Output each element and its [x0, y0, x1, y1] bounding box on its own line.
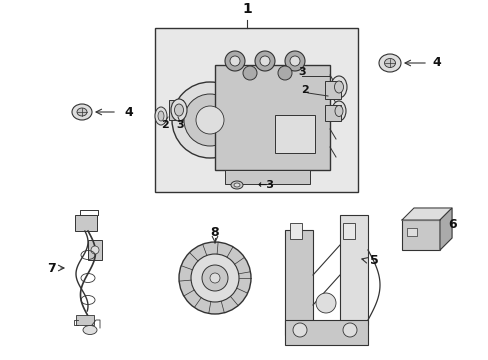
Circle shape: [292, 323, 306, 337]
Text: 8: 8: [210, 225, 219, 238]
Circle shape: [229, 56, 240, 66]
Circle shape: [285, 51, 305, 71]
Bar: [342, 223, 354, 239]
Bar: [274, 115, 314, 153]
Text: 1: 1: [242, 2, 251, 16]
Circle shape: [260, 56, 269, 66]
Bar: [75, 215, 97, 231]
Text: 3: 3: [176, 120, 183, 130]
Ellipse shape: [83, 325, 97, 334]
Circle shape: [224, 51, 244, 71]
Ellipse shape: [155, 107, 167, 125]
Bar: [169, 100, 183, 120]
Circle shape: [196, 106, 224, 134]
Circle shape: [191, 254, 239, 302]
Ellipse shape: [174, 104, 183, 116]
Text: ←3: ←3: [257, 180, 273, 190]
Circle shape: [91, 246, 99, 254]
Ellipse shape: [171, 99, 186, 121]
Text: 7: 7: [47, 261, 56, 274]
Circle shape: [315, 293, 335, 313]
Circle shape: [202, 265, 227, 291]
Bar: [406, 228, 416, 236]
Bar: [155, 28, 357, 192]
Ellipse shape: [72, 104, 92, 120]
Text: 6: 6: [447, 217, 456, 230]
Bar: [285, 230, 312, 335]
Text: 4: 4: [431, 57, 440, 69]
Circle shape: [243, 66, 257, 80]
Ellipse shape: [331, 101, 346, 121]
Ellipse shape: [378, 54, 400, 72]
Bar: [289, 223, 302, 239]
Circle shape: [183, 94, 236, 146]
Ellipse shape: [77, 108, 87, 116]
Text: 4: 4: [124, 105, 132, 118]
Ellipse shape: [230, 181, 243, 189]
Circle shape: [254, 51, 274, 71]
Ellipse shape: [334, 81, 343, 93]
Bar: [339, 215, 367, 325]
Circle shape: [209, 273, 220, 283]
Bar: [88, 240, 102, 260]
Ellipse shape: [234, 183, 240, 187]
Polygon shape: [439, 208, 451, 250]
Circle shape: [278, 66, 291, 80]
Bar: [401, 220, 439, 250]
Circle shape: [342, 323, 356, 337]
Bar: [325, 105, 340, 121]
Bar: [224, 170, 309, 184]
Text: 2: 2: [301, 85, 308, 95]
Ellipse shape: [334, 105, 342, 117]
Bar: [325, 81, 340, 99]
Text: 5: 5: [369, 253, 378, 266]
Bar: [76, 315, 94, 325]
Bar: [215, 65, 329, 170]
Ellipse shape: [158, 111, 163, 121]
Bar: [285, 320, 367, 345]
Ellipse shape: [384, 58, 395, 68]
Circle shape: [172, 82, 247, 158]
Text: 3: 3: [298, 67, 305, 77]
Circle shape: [179, 242, 250, 314]
Polygon shape: [401, 208, 451, 220]
Ellipse shape: [330, 76, 346, 98]
Circle shape: [289, 56, 299, 66]
Text: 2: 2: [161, 120, 168, 130]
